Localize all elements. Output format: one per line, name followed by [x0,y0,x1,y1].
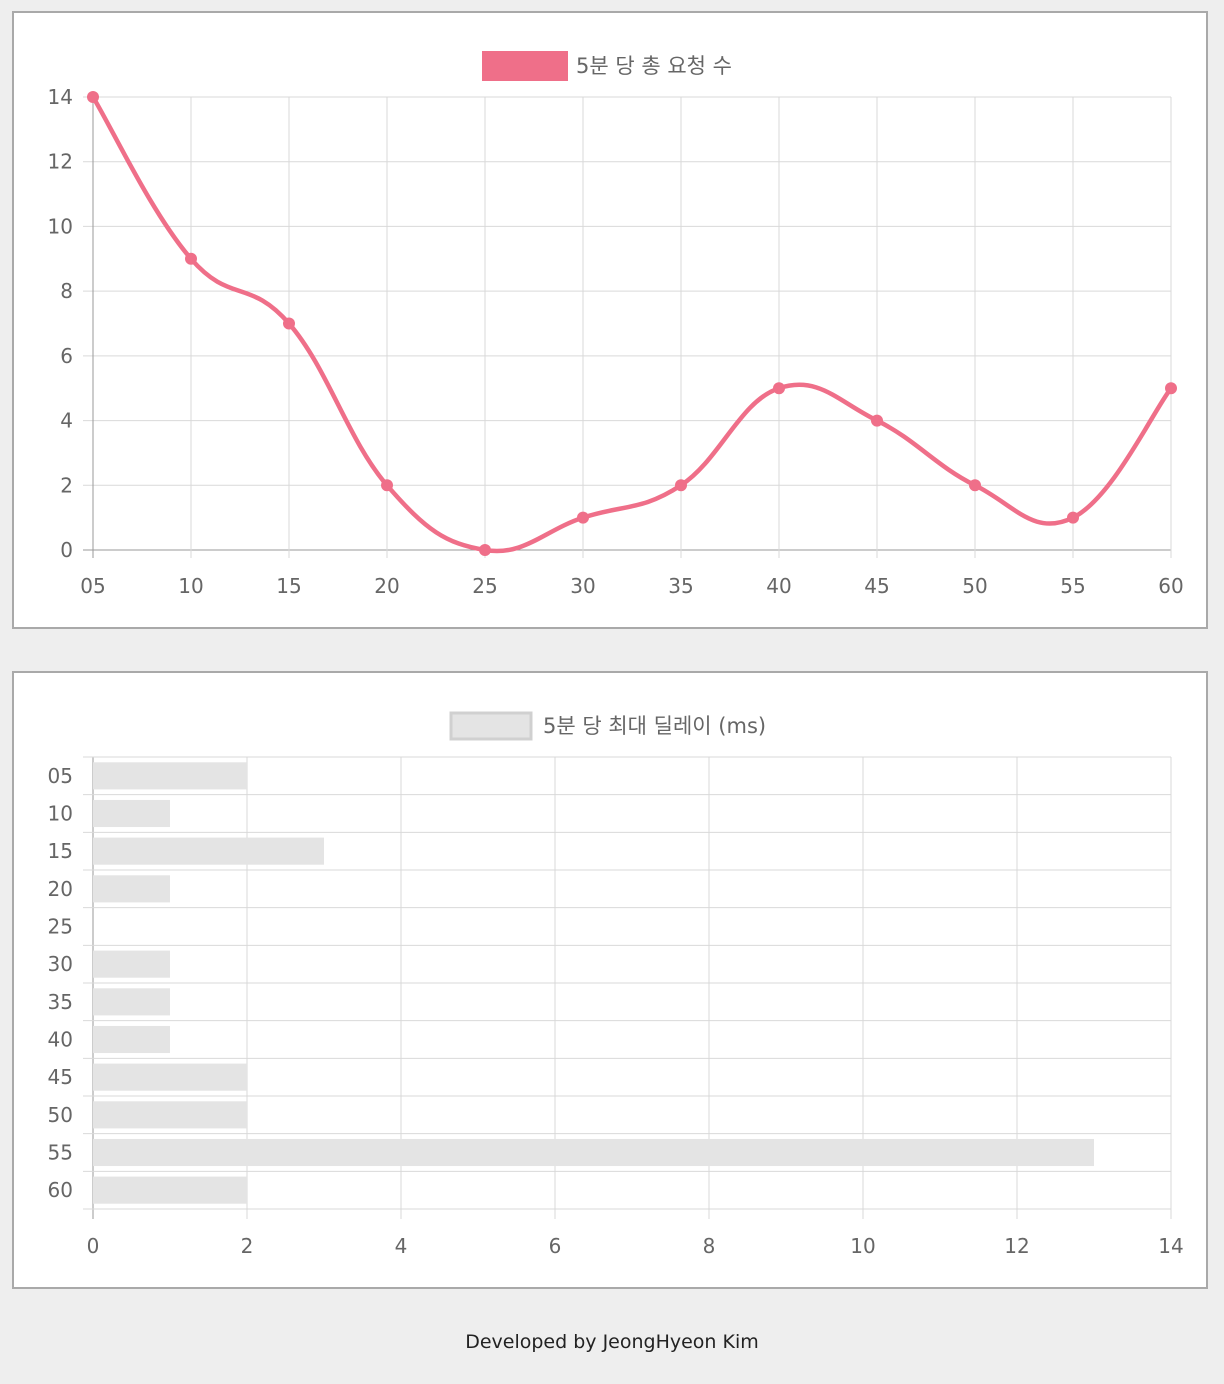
data-point [1067,511,1079,524]
y-tick-label: 05 [48,764,73,788]
bar [93,875,170,903]
bar [93,1138,1094,1167]
y-tick-label: 2 [60,473,73,497]
y-tick-label: 40 [48,1028,73,1052]
y-tick-label: 14 [48,85,73,109]
bar [93,988,170,1016]
data-point [87,91,99,103]
data-point [381,479,393,492]
x-tick-label: 05 [80,574,105,598]
bar [93,950,170,978]
y-tick-label: 50 [48,1103,73,1127]
x-tick-label: 55 [1060,574,1085,598]
bar [93,762,247,790]
bar [93,1025,170,1054]
requests-line-chart-panel: 5분 당 총 요청 수 0 2 4 6 8 10 12 14 05 10 15 20 25 30 35 40 45… [12,11,1208,629]
data-point [675,479,687,492]
legend-swatch [449,711,533,741]
data-point [1165,382,1177,395]
data-point [185,252,197,265]
legend-label: 5분 당 최대 딜레이 (ms) [543,714,766,738]
data-point [773,382,785,395]
y-tick-label: 10 [48,214,73,238]
delay-bar-chart-panel: 5분 당 최대 딜레이 (ms) 0 2 4 6 8 10 12 14 05 10 15 20 25 30 3… [12,671,1208,1289]
y-tick-label: 55 [48,1141,73,1165]
x-tick-label: 6 [549,1234,562,1258]
y-tick-label: 35 [48,990,73,1014]
bar [93,799,170,828]
x-tick-label: 10 [178,574,203,598]
y-tick-label: 30 [48,952,73,976]
y-tick-label: 12 [48,150,73,174]
data-point [871,414,883,427]
bar [93,1101,247,1129]
footer-credit: Developed by JeongHyeon Kim [465,1331,759,1353]
x-tick-label: 8 [703,1234,716,1258]
bar [93,837,324,865]
y-tick-label: 20 [48,877,73,901]
x-tick-label: 50 [962,574,987,598]
x-tick-label: 4 [395,1234,408,1258]
y-tick-label: 6 [60,344,73,368]
x-tick-label: 0 [87,1234,100,1258]
y-tick-label: 10 [48,802,73,826]
x-tick-label: 10 [850,1234,875,1258]
x-tick-label: 40 [766,574,791,598]
data-point [969,479,981,492]
x-tick-label: 15 [276,574,301,598]
x-tick-label: 2 [241,1234,254,1258]
data-point [577,511,589,524]
series-line [91,95,1173,554]
y-tick-label: 45 [48,1065,73,1089]
y-tick-label: 15 [48,839,73,863]
bar [93,1063,247,1091]
data-point [283,317,295,330]
legend-swatch [482,51,568,81]
bar [93,1176,247,1204]
legend-label: 5분 당 총 요청 수 [576,54,732,78]
y-tick-label: 25 [48,915,73,939]
x-tick-label: 12 [1004,1234,1029,1258]
x-tick-label: 25 [472,574,497,598]
y-tick-label: 8 [60,279,73,303]
delay-bar-chart: 5분 당 최대 딜레이 (ms) 0 2 4 6 8 10 12 14 05 10 15 20 25 30 3… [48,711,1184,1258]
x-tick-label: 20 [374,574,399,598]
y-tick-label: 0 [60,538,73,562]
x-tick-label: 60 [1158,574,1183,598]
data-point [479,544,491,556]
requests-line-chart: 5분 당 총 요청 수 0 2 4 6 8 10 12 14 05 10 15 20 25 30 35 40 45… [48,51,1184,598]
y-tick-label: 4 [60,409,73,433]
x-tick-label: 14 [1158,1234,1183,1258]
x-tick-label: 45 [864,574,889,598]
x-tick-label: 30 [570,574,595,598]
x-tick-label: 35 [668,574,693,598]
y-tick-label: 60 [48,1178,73,1202]
